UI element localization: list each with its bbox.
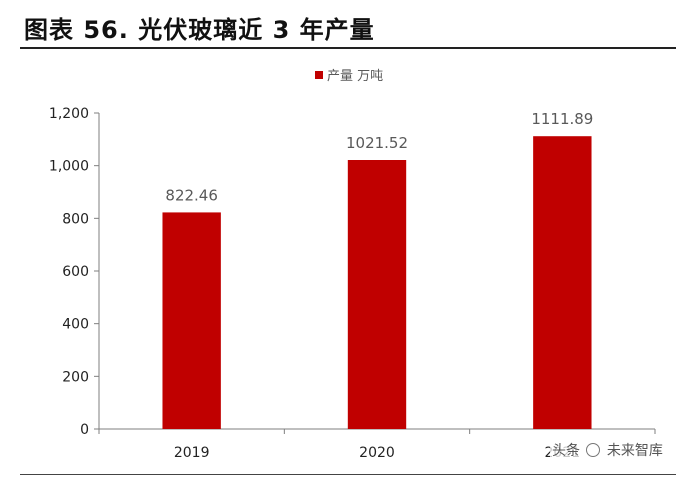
watermark: 头条 未来智库 [550, 440, 665, 460]
legend: 产量 万吨 [315, 69, 383, 84]
legend-swatch [315, 71, 323, 79]
y-tick-label: 200 [62, 369, 89, 385]
chart-title: 图表 56. 光伏玻璃近 3 年产量 [24, 16, 375, 44]
y-tick-label: 1,200 [49, 106, 89, 122]
bar [162, 212, 221, 429]
bars [162, 136, 592, 429]
y-axis: 0 200 400 600 800 1,000 1,200 [49, 106, 100, 438]
y-tick-label: 600 [62, 264, 89, 280]
bottom-divider [20, 474, 676, 475]
data-labels: 822.46 1021.52 1111.89 [165, 110, 593, 204]
y-tick-label: 1,000 [49, 159, 89, 175]
bar [347, 159, 407, 429]
at-circle-icon [586, 443, 601, 457]
y-tick-label: 800 [62, 211, 89, 227]
data-label: 1111.89 [531, 110, 593, 128]
watermark-right-text: 未来智库 [606, 443, 663, 459]
data-label: 1021.52 [346, 134, 408, 152]
y-tick-label: 0 [80, 422, 89, 438]
x-tick-label: 2019 [174, 445, 210, 461]
legend-label: 产量 万吨 [327, 69, 383, 84]
title-divider [20, 47, 676, 49]
x-tick-label: 2020 [359, 445, 395, 461]
data-label: 822.46 [165, 186, 218, 204]
bar [533, 136, 592, 429]
y-tick-label: 400 [62, 317, 89, 333]
watermark-left-text: 头条 [552, 443, 580, 459]
